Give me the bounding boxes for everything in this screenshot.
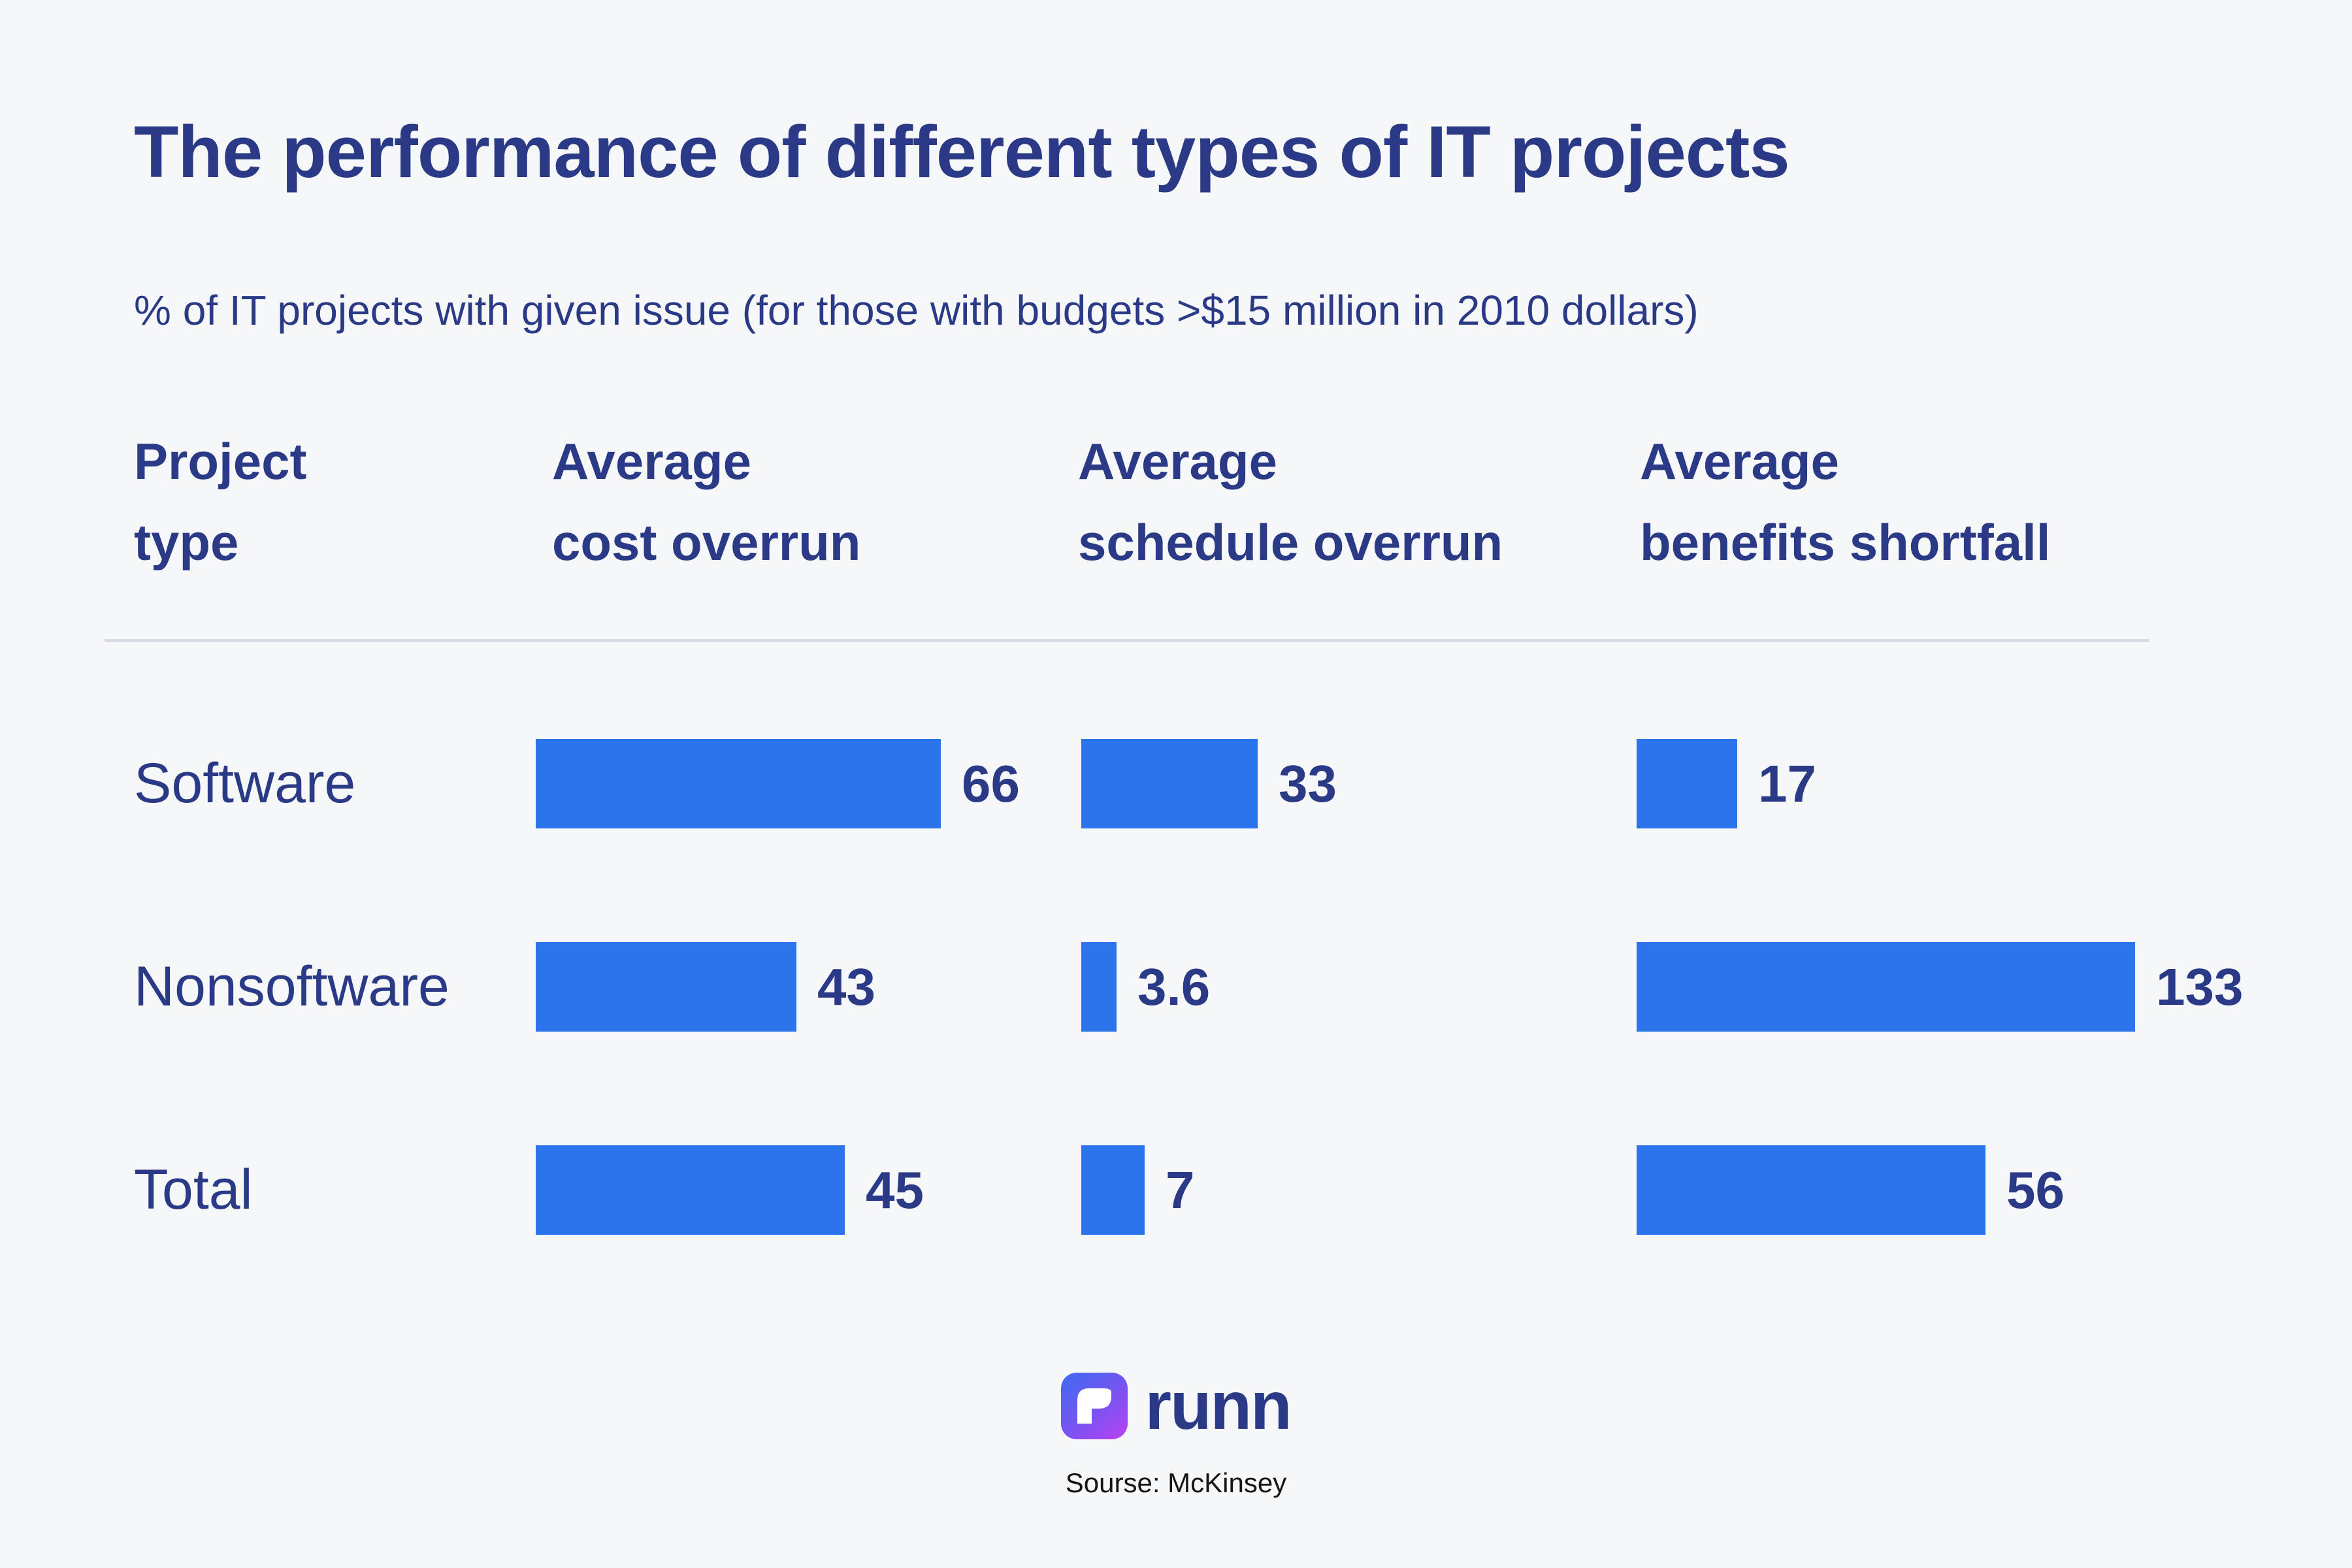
table-row-total: Total 45 7 56 [0, 1145, 2352, 1235]
cell-cost-overrun: 43 [536, 942, 875, 1032]
value-label: 3.6 [1137, 957, 1211, 1016]
column-header-cost-overrun: Average cost overrun [552, 421, 860, 583]
value-bar [536, 739, 941, 828]
row-label: Nonsoftware [134, 955, 449, 1018]
table-row-software: Software 66 33 17 [0, 739, 2352, 828]
value-bar [1081, 942, 1117, 1032]
value-bar [1637, 739, 1737, 828]
value-label: 7 [1166, 1160, 1195, 1219]
letter-r-glyph [1077, 1388, 1112, 1424]
value-bar [1081, 739, 1258, 828]
source-caption: Sourse: McKinsey [1065, 1467, 1287, 1498]
column-header-line: Average [552, 433, 751, 490]
column-header-line: Average [1640, 433, 1839, 490]
runn-logo: runn [0, 1368, 2352, 1444]
column-header-line: Project [134, 433, 307, 490]
value-label: 17 [1758, 754, 1816, 813]
table-row-nonsoftware: Nonsoftware 43 3.6 133 [0, 942, 2352, 1032]
value-label: 133 [2156, 957, 2244, 1016]
row-label: Software [134, 752, 356, 815]
page-title: The performance of different types of IT… [134, 111, 1790, 193]
cell-benefits-shortfall: 56 [1637, 1145, 2065, 1235]
column-header-project-type: Project type [134, 421, 306, 583]
cell-schedule-overrun: 7 [1081, 1145, 1195, 1235]
value-bar [1637, 942, 2135, 1032]
column-header-line: Average [1078, 433, 1277, 490]
cell-cost-overrun: 66 [536, 739, 1020, 828]
value-label: 56 [2006, 1160, 2065, 1219]
cell-cost-overrun: 45 [536, 1145, 924, 1235]
value-bar [536, 1145, 845, 1235]
value-label: 45 [866, 1160, 924, 1219]
row-label: Total [134, 1158, 253, 1221]
value-label: 33 [1279, 754, 1337, 813]
value-bar [1637, 1145, 1985, 1235]
column-header-line: type [134, 514, 239, 571]
runn-logo-icon [1061, 1373, 1128, 1439]
runn-logo-text: runn [1145, 1367, 1292, 1444]
column-header-line: benefits shortfall [1640, 514, 2051, 571]
column-header-benefits-shortfall: Average benefits shortfall [1640, 421, 2050, 583]
cell-benefits-shortfall: 133 [1637, 942, 2243, 1032]
column-header-line: cost overrun [552, 514, 861, 571]
cell-schedule-overrun: 33 [1081, 739, 1337, 828]
column-header-schedule-overrun: Average schedule overrun [1078, 421, 1503, 583]
header-divider [105, 639, 2149, 642]
value-label: 43 [817, 957, 875, 1016]
value-bar [536, 942, 796, 1032]
cell-benefits-shortfall: 17 [1637, 739, 1816, 828]
column-header-line: schedule overrun [1078, 514, 1503, 571]
page-subtitle: % of IT projects with given issue (for t… [134, 287, 1699, 334]
value-bar [1081, 1145, 1145, 1235]
value-label: 66 [962, 754, 1020, 813]
cell-schedule-overrun: 3.6 [1081, 942, 1210, 1032]
